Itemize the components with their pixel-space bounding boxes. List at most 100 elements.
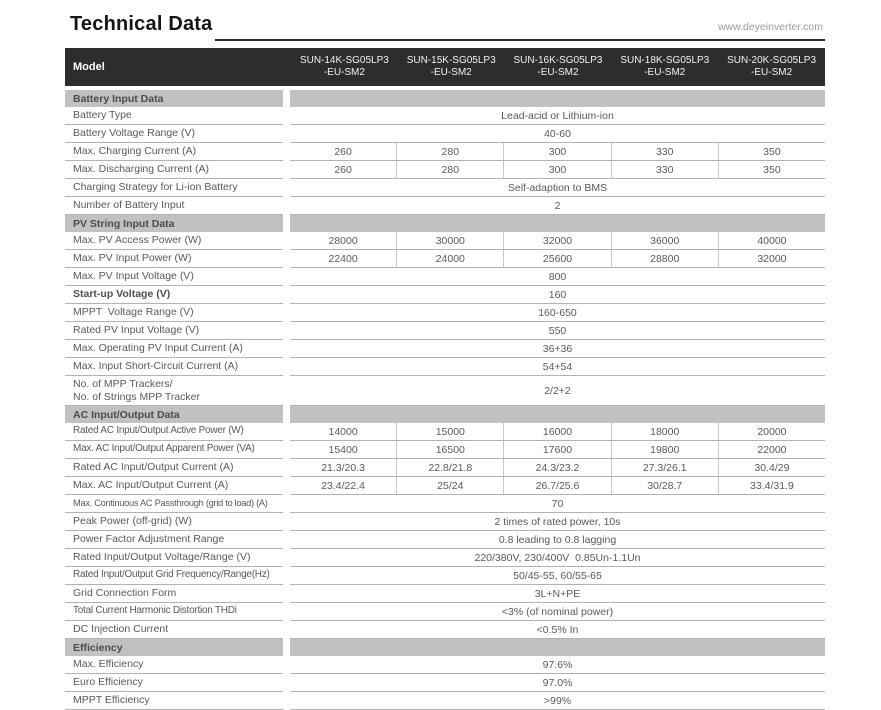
row-values: 15400 16500 17600 19800 22000 bbox=[290, 441, 825, 459]
column-gap bbox=[283, 179, 290, 197]
row-values: 260 280 300 330 350 bbox=[290, 143, 825, 161]
row-values: 21.3/20.3 22.8/21.8 24.3/23.2 27.3/26.1 30.4… bbox=[290, 459, 825, 477]
row-label-text: Max. Discharging Current (A) bbox=[73, 163, 209, 176]
row-label-text: Start-up Voltage (V) bbox=[73, 288, 171, 301]
row-label: No. of MPP Trackers/No. of Strings MPP T… bbox=[65, 376, 283, 406]
row-label-text: Rated PV Input Voltage (V) bbox=[73, 324, 200, 337]
column-gap bbox=[283, 656, 290, 674]
section-header: Efficiency bbox=[65, 639, 825, 656]
spec-row: Max. AC Input/Output Current (A) 23.4/22.… bbox=[65, 477, 825, 495]
title-rule bbox=[215, 39, 825, 41]
column-gap bbox=[283, 531, 290, 549]
model-name-line1: SUN-14K-SG05LP3 bbox=[299, 54, 389, 66]
section-header: AC Input/Output Data bbox=[65, 406, 825, 423]
section-bar-fill bbox=[290, 90, 825, 107]
row-values: 260 280 300 330 350 bbox=[290, 161, 825, 179]
column-gap bbox=[283, 322, 290, 340]
row-value-cell: 19800 bbox=[610, 441, 718, 458]
row-label-text: Battery Type bbox=[73, 109, 132, 122]
spec-row: Max. Continuous AC Passthrough (grid to … bbox=[65, 495, 825, 513]
row-values: 40-60 bbox=[290, 125, 825, 143]
row-label: Rated PV Input Voltage (V) bbox=[65, 322, 283, 340]
spec-row: Euro Efficiency 97.0% bbox=[65, 674, 825, 692]
section-gap bbox=[283, 406, 290, 423]
row-label: Number of Battery Input bbox=[65, 197, 283, 215]
row-label-text: Battery Voltage Range (V) bbox=[73, 127, 195, 140]
row-label: Rated AC Input/Output Current (A) bbox=[65, 459, 283, 477]
spec-row: Power Factor Adjustment Range 0.8 leading… bbox=[65, 531, 825, 549]
model-column: SUN-20K-SG05LP3 -EU-SM2 bbox=[718, 48, 825, 86]
row-value-span: 800 bbox=[548, 270, 567, 283]
row-label: Battery Voltage Range (V) bbox=[65, 125, 283, 143]
row-label-text: Rated Input/Output Voltage/Range (V) bbox=[73, 551, 251, 564]
spec-row: Max. PV Input Voltage (V) 800 bbox=[65, 268, 825, 286]
row-value-span: <0.5% In bbox=[536, 623, 579, 636]
spec-row: Rated AC Input/Output Current (A) 21.3/20… bbox=[65, 459, 825, 477]
row-values: 14000 15000 16000 18000 20000 bbox=[290, 423, 825, 441]
model-header-row: Model SUN-14K-SG05LP3 -EU-SM2 SUN-15K-SG05… bbox=[65, 48, 825, 86]
row-value-cell: 22000 bbox=[717, 441, 825, 458]
spec-row: Max. AC Input/Output Apparent Power (VA)… bbox=[65, 441, 825, 459]
row-value-span: 2 bbox=[554, 199, 561, 212]
datasheet-page: Technical Data www.deyeinverter.com Mode… bbox=[65, 0, 825, 710]
spec-row: Rated AC Input/Output Active Power (W) 14… bbox=[65, 423, 825, 441]
column-gap bbox=[283, 692, 290, 710]
column-gap bbox=[283, 197, 290, 215]
row-values: Lead-acid or Lithium-ion bbox=[290, 107, 825, 125]
row-label-text: Power Factor Adjustment Range bbox=[73, 533, 225, 546]
row-value-cell: 15400 bbox=[328, 443, 358, 456]
column-gap bbox=[283, 477, 290, 495]
row-label: Max. Discharging Current (A) bbox=[65, 161, 283, 179]
row-value-cell: 26.7/25.6 bbox=[503, 477, 610, 494]
spec-row: Rated PV Input Voltage (V) 550 bbox=[65, 322, 825, 340]
row-value-cell: 40000 bbox=[717, 232, 825, 249]
row-label-text: Max. Operating PV Input Current (A) bbox=[73, 342, 243, 355]
spec-row: No. of MPP Trackers/No. of Strings MPP T… bbox=[65, 376, 825, 406]
row-label-text: Max. PV Input Voltage (V) bbox=[73, 270, 194, 283]
row-label: MPPT Efficiency bbox=[65, 692, 283, 710]
row-value-span: 97.6% bbox=[542, 658, 573, 671]
row-label-text: Peak Power (off-grid) (W) bbox=[73, 515, 192, 528]
row-label-text: MPPT Efficiency bbox=[73, 694, 150, 707]
row-label-text: Max. Continuous AC Passthrough (grid to … bbox=[73, 498, 268, 509]
column-gap bbox=[283, 250, 290, 268]
model-header-label: Model bbox=[73, 61, 105, 73]
row-label: Grid Connection Form bbox=[65, 585, 283, 603]
row-value-cell: 330 bbox=[610, 143, 718, 160]
spec-row: Battery Voltage Range (V) 40-60 bbox=[65, 125, 825, 143]
row-value-cell: 24.3/23.2 bbox=[503, 459, 610, 476]
row-value-cell: 30/28.7 bbox=[610, 477, 718, 494]
row-label-text: DC Injection Current bbox=[73, 623, 169, 636]
spec-row: Rated Input/Output Voltage/Range (V) 220/… bbox=[65, 549, 825, 567]
row-value-cell: 24000 bbox=[396, 250, 503, 267]
row-label-text: Max. Charging Current (A) bbox=[73, 145, 197, 158]
row-value-span: 0.8 leading to 0.8 lagging bbox=[498, 533, 617, 546]
row-values: 550 bbox=[290, 322, 825, 340]
section-header: PV String Input Data bbox=[65, 215, 825, 232]
row-values: 2/2+2 bbox=[290, 376, 825, 406]
column-gap bbox=[283, 459, 290, 477]
row-value-cell: 280 bbox=[396, 143, 503, 160]
spec-row: Max. Discharging Current (A) 260 280 300 330… bbox=[65, 161, 825, 179]
row-value-cell: 25/24 bbox=[396, 477, 503, 494]
row-value-cell: 14000 bbox=[328, 425, 358, 438]
row-label: Max. Efficiency bbox=[65, 656, 283, 674]
row-value-cell: 260 bbox=[334, 163, 352, 176]
section-bar-fill bbox=[290, 406, 825, 423]
column-gap bbox=[283, 495, 290, 513]
row-label-text: Euro Efficiency bbox=[73, 676, 143, 689]
row-value-cell: 300 bbox=[503, 161, 610, 178]
row-value-span: 40-60 bbox=[544, 127, 571, 140]
model-name-line2: -EU-SM2 bbox=[644, 67, 686, 78]
section-title: Efficiency bbox=[65, 639, 283, 656]
column-gap bbox=[283, 125, 290, 143]
row-value-span: 70 bbox=[551, 497, 564, 510]
row-values: 22400 24000 25600 28800 32000 bbox=[290, 250, 825, 268]
row-value-span: 550 bbox=[548, 324, 567, 337]
row-value-cell: 28800 bbox=[610, 250, 718, 267]
row-label: Max. Input Short-Circuit Current (A) bbox=[65, 358, 283, 376]
section-title: PV String Input Data bbox=[65, 215, 283, 232]
row-label: Rated Input/Output Grid Frequency/Range(… bbox=[65, 567, 283, 585]
model-column: SUN-15K-SG05LP3 -EU-SM2 bbox=[398, 48, 505, 86]
section-bar-fill bbox=[290, 639, 825, 656]
